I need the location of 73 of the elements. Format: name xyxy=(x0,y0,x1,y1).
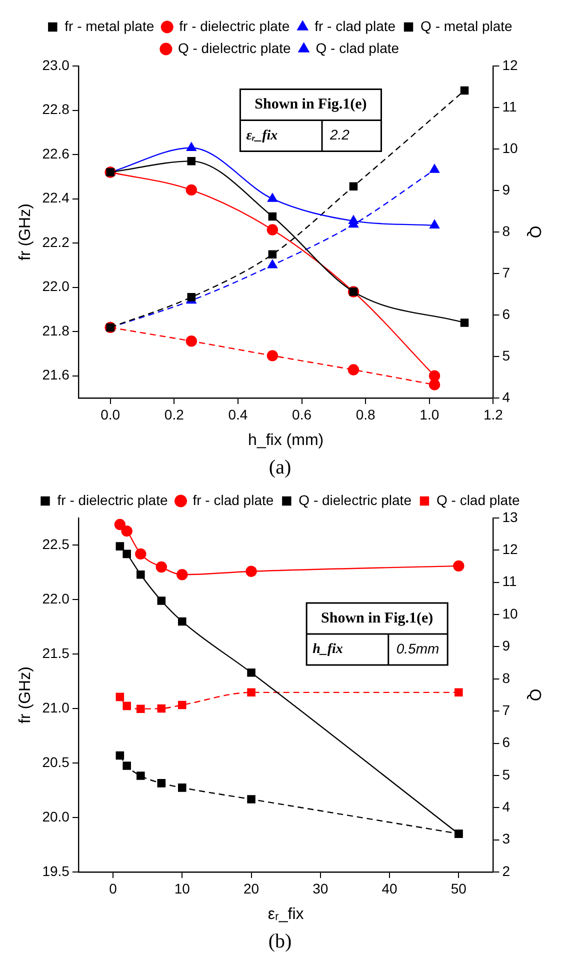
y2-tick-label: 12 xyxy=(502,56,518,73)
y2-tick-label: 3 xyxy=(502,830,510,847)
x-tick-label: 0 xyxy=(109,880,118,896)
legend-label: Q - clad plate xyxy=(316,40,400,56)
y2-tick-label: 7 xyxy=(502,264,510,280)
x-tick-label: 0.2 xyxy=(164,406,184,422)
y-tick-label: 21.5 xyxy=(42,645,70,662)
y-tick-label: 22.4 xyxy=(42,190,70,206)
legend-label: Q - dielectric plate xyxy=(298,492,412,508)
y2-axis-title: Q xyxy=(526,688,543,702)
y2-tick-label: 9 xyxy=(502,638,510,654)
text: (b) xyxy=(268,930,292,952)
y-axis-title: fr (GHz) xyxy=(17,666,34,724)
annotation: 0.5mm xyxy=(396,640,440,656)
y2-tick-label: 12 xyxy=(502,541,518,558)
x-axis-title: h_fix (mm) xyxy=(248,432,324,449)
y2-tick-label: 4 xyxy=(502,388,510,405)
y2-tick-label: 9 xyxy=(502,181,510,198)
y-tick-label: 22.0 xyxy=(42,590,70,607)
x-tick-label: 40 xyxy=(382,880,398,896)
text: (a) xyxy=(268,456,292,478)
y2-tick-label: 8 xyxy=(502,670,510,686)
x-tick-label: 10 xyxy=(174,880,190,896)
legend-label: fr - metal plate xyxy=(64,18,154,34)
y2-tick-label: 10 xyxy=(502,140,518,156)
x-tick-label: 0.0 xyxy=(100,406,120,422)
y2-tick-label: 10 xyxy=(502,605,518,622)
y2-tick-label: 5 xyxy=(502,347,510,364)
y-tick-label: 20.0 xyxy=(42,808,70,824)
legend-label: Q - dielectric plate xyxy=(178,40,291,56)
x-tick-label: 0.8 xyxy=(356,406,376,422)
y-tick-label: 21.6 xyxy=(42,366,70,383)
y-tick-label: 19.5 xyxy=(42,862,70,879)
annotation: εᵣ_fix xyxy=(246,128,278,144)
x-tick-label: 1.2 xyxy=(483,406,504,422)
y-tick-label: 22.5 xyxy=(42,536,70,552)
x-axis-title: εᵣ_fix xyxy=(268,906,304,923)
y2-tick-label: 6 xyxy=(502,734,510,750)
x-tick-label: 0.6 xyxy=(292,406,312,422)
legend-label: Q - clad plate xyxy=(436,492,520,508)
y-tick-label: 22.2 xyxy=(42,234,70,250)
y-tick-label: 23.0 xyxy=(42,56,70,73)
annotation: Shown in Fig.1(e) xyxy=(321,610,434,626)
annotation: Shown in Fig.1(e) xyxy=(254,96,367,113)
y-tick-label: 22.8 xyxy=(42,101,70,118)
y-tick-label: 22.6 xyxy=(42,145,70,162)
y-axis-title: fr (GHz) xyxy=(17,204,34,260)
y2-tick-label: 11 xyxy=(502,573,517,590)
legend-label: fr - dielectric plate xyxy=(179,18,290,34)
legend-label: fr - dielectric plate xyxy=(57,492,168,508)
y2-tick-label: 2 xyxy=(502,862,510,879)
y2-tick-label: 7 xyxy=(502,702,510,718)
y2-tick-label: 6 xyxy=(502,306,510,322)
y2-tick-label: 8 xyxy=(502,222,510,239)
legend-label: Q - metal plate xyxy=(420,18,513,34)
legend-label: fr - clad plate xyxy=(192,492,274,508)
y2-axis-title: Q xyxy=(526,226,543,238)
x-tick-label: 50 xyxy=(450,880,467,896)
legend-label: fr - clad plate xyxy=(314,18,396,34)
x-tick-label: 20 xyxy=(243,880,260,896)
y2-tick-label: 4 xyxy=(502,798,510,814)
annotation: 2.2 xyxy=(329,126,350,143)
annotation: h_fix xyxy=(312,642,343,658)
y2-tick-label: 11 xyxy=(502,98,517,114)
x-tick-label: 1.0 xyxy=(420,406,440,422)
y2-tick-label: 5 xyxy=(502,766,510,782)
x-tick-label: 0.4 xyxy=(228,406,248,422)
y2-tick-label: 13 xyxy=(502,508,518,525)
y-tick-label: 22.0 xyxy=(42,278,70,294)
y-tick-label: 20.5 xyxy=(42,754,70,770)
y-tick-label: 21.8 xyxy=(42,322,70,338)
y-tick-label: 21.0 xyxy=(42,699,70,716)
x-tick-label: 30 xyxy=(312,880,328,896)
